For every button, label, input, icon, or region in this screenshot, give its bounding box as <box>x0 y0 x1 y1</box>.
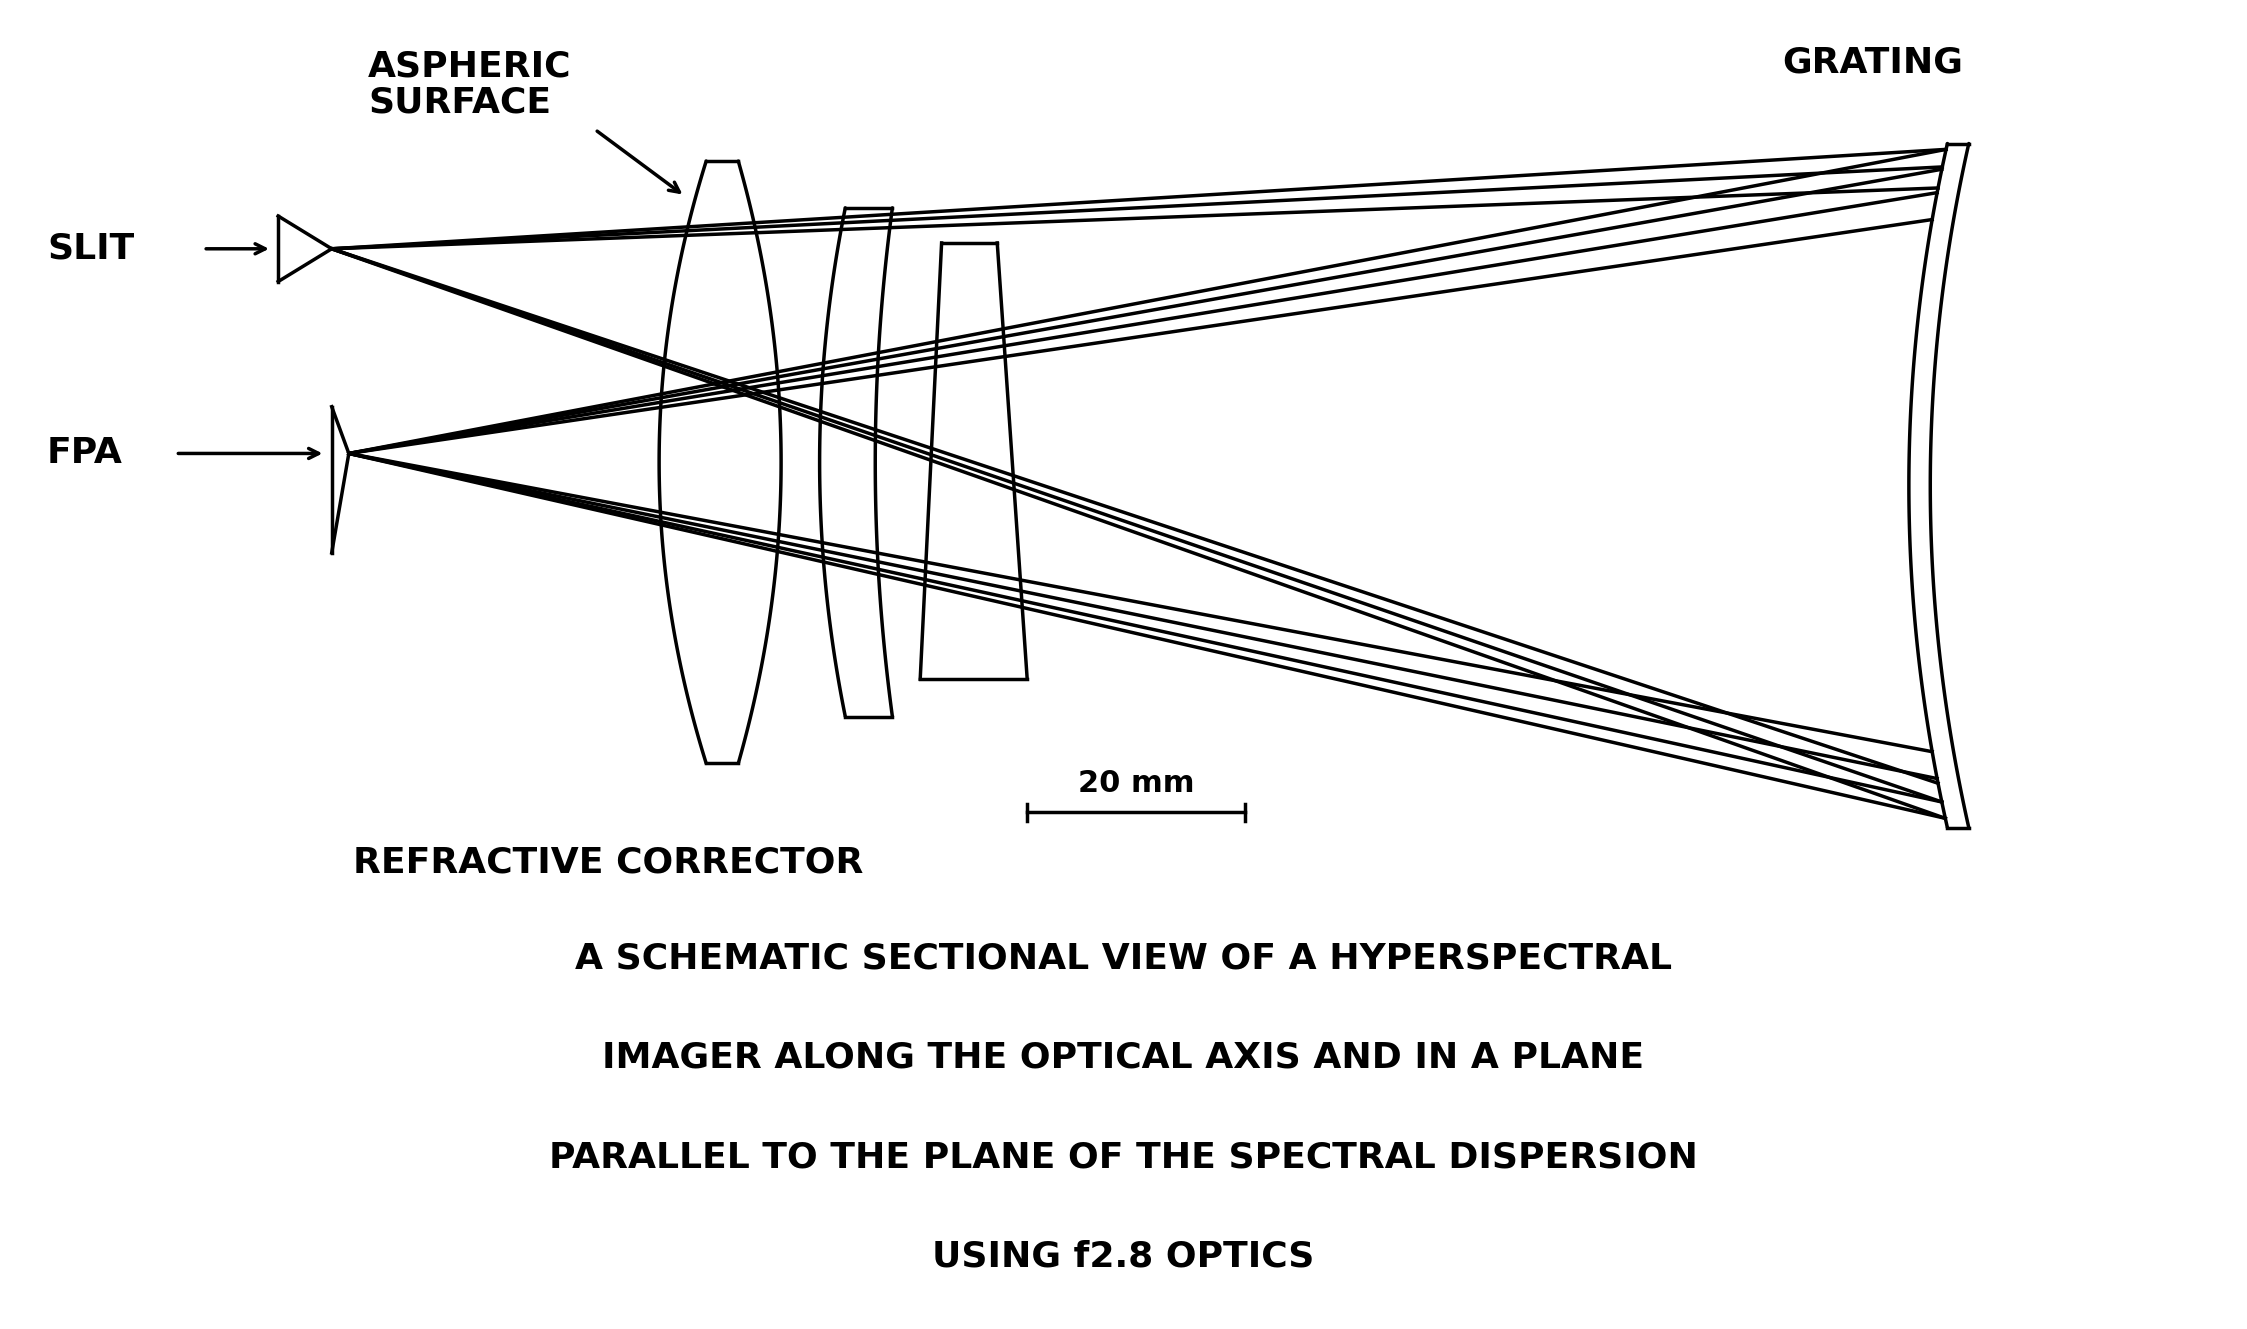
Text: REFRACTIVE CORRECTOR: REFRACTIVE CORRECTOR <box>353 845 863 880</box>
Text: USING f2.8 OPTICS: USING f2.8 OPTICS <box>933 1240 1314 1273</box>
Text: ASPHERIC
SURFACE: ASPHERIC SURFACE <box>369 51 571 120</box>
Text: PARALLEL TO THE PLANE OF THE SPECTRAL DISPERSION: PARALLEL TO THE PLANE OF THE SPECTRAL DI… <box>548 1140 1699 1175</box>
Text: GRATING: GRATING <box>1782 45 1964 80</box>
Text: A SCHEMATIC SECTIONAL VIEW OF A HYPERSPECTRAL: A SCHEMATIC SECTIONAL VIEW OF A HYPERSPE… <box>575 941 1672 975</box>
Text: 20 mm: 20 mm <box>1079 769 1195 799</box>
Text: FPA: FPA <box>47 436 124 470</box>
Text: IMAGER ALONG THE OPTICAL AXIS AND IN A PLANE: IMAGER ALONG THE OPTICAL AXIS AND IN A P… <box>602 1041 1645 1075</box>
Text: SLIT: SLIT <box>47 231 135 266</box>
